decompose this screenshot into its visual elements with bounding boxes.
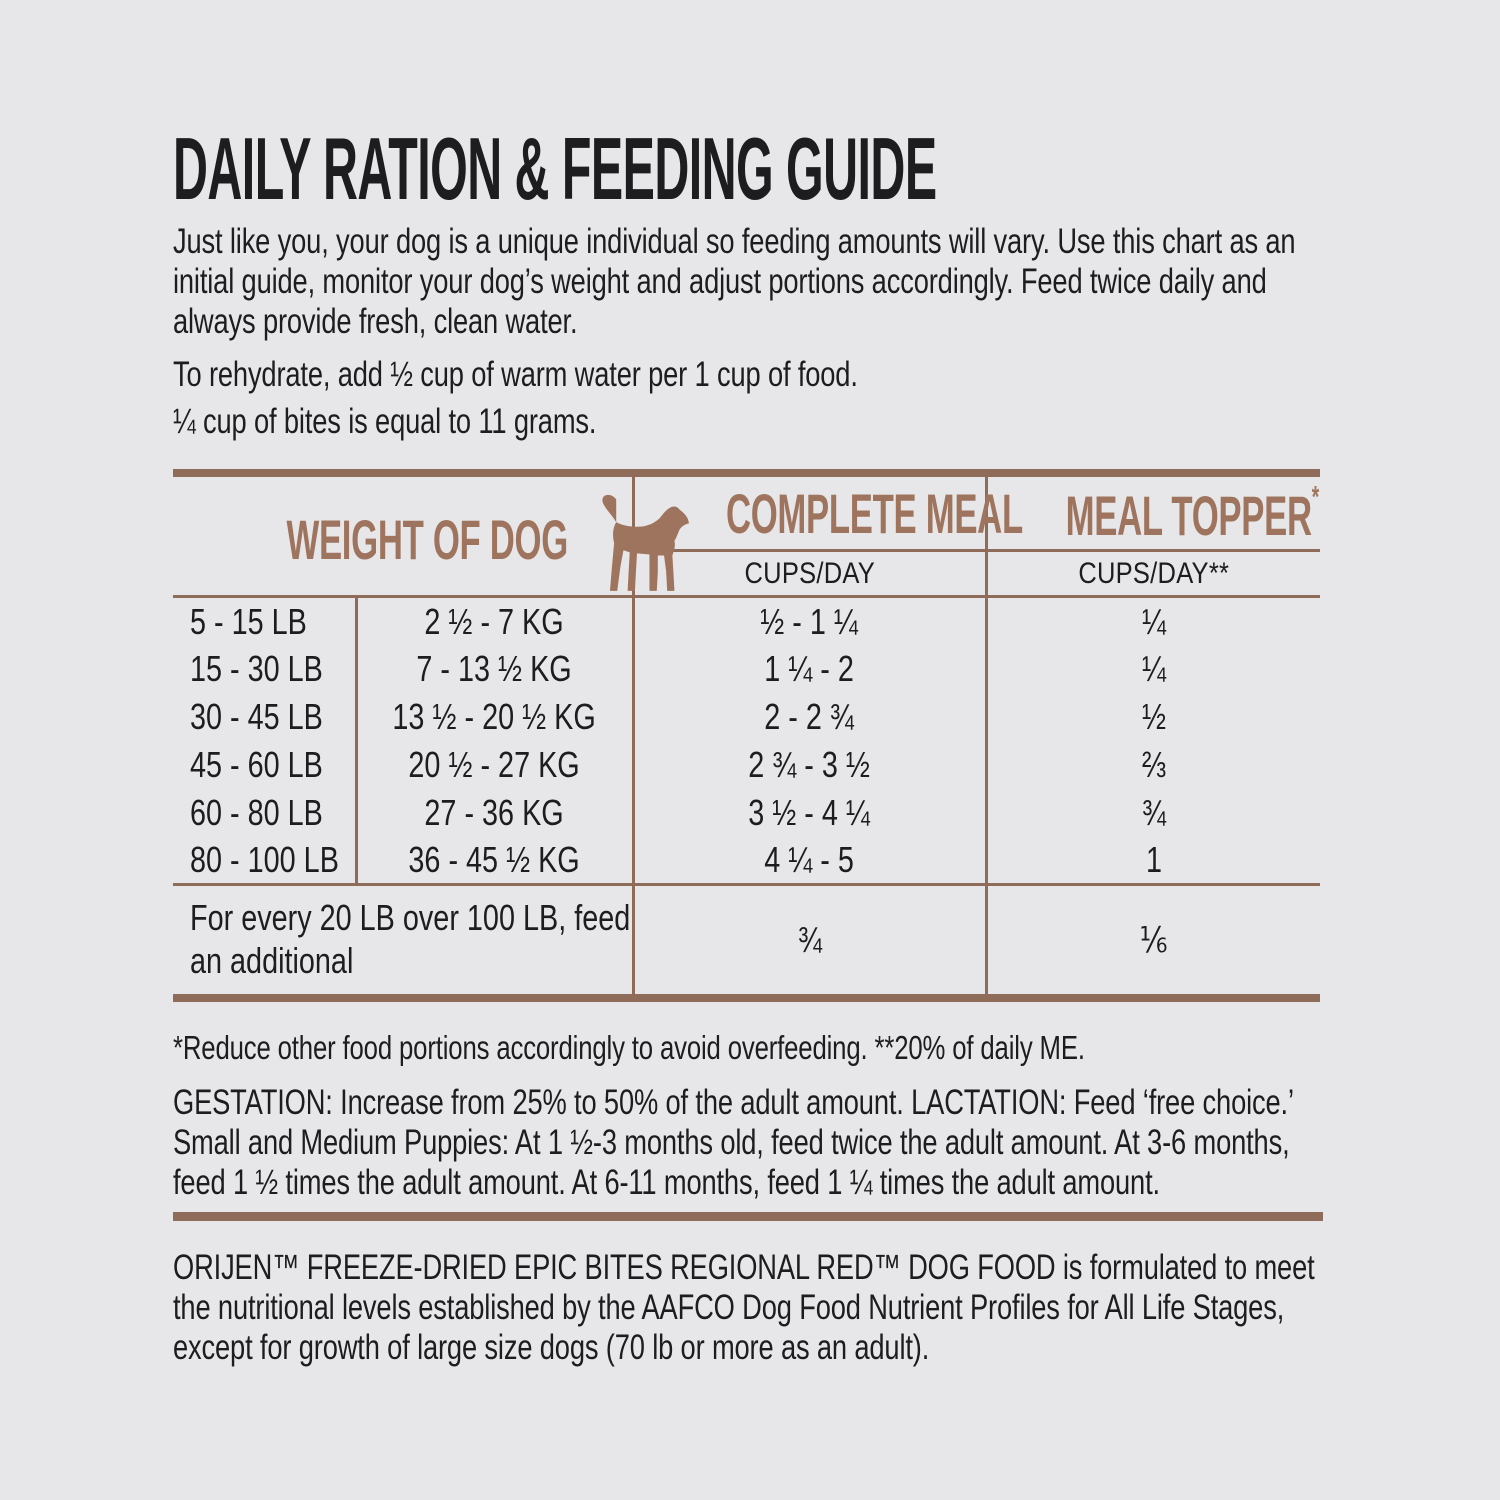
- table-row: 5 - 15 LB 2 ½ - 7 KG ½ - 1 ¼ ¼: [173, 596, 1320, 645]
- meal-topper-cell: ¼: [1141, 647, 1166, 689]
- weight-lb-cell: 15 - 30 LB: [173, 644, 358, 693]
- table-row: 15 - 30 LB 7 - 13 ½ KG 1 ¼ - 2 ¼: [173, 644, 1320, 693]
- weight-kg-cell: 7 - 13 ½ KG: [356, 644, 635, 693]
- complete-meal-cell: 1 ¼ - 2: [633, 644, 988, 693]
- feeding-table: WEIGHT OF DOG COMPLETE MEAL MEAL TOPPER*…: [173, 468, 1321, 1003]
- extra-meal-topper-cell: ⅙: [986, 883, 1321, 999]
- extra-complete-meal-cell: ¾: [633, 883, 988, 999]
- feeding-guide-panel: DAILY RATION & FEEDING GUIDE Just like y…: [173, 119, 1325, 1368]
- weight-of-dog-header: WEIGHT OF DOG: [173, 472, 690, 599]
- complete-meal-cell: 2 - 2 ¾: [633, 692, 988, 741]
- table-footnote: *Reduce other food portions accordingly …: [173, 1029, 1085, 1067]
- meal-topper-units: CUPS/DAY**: [986, 550, 1321, 599]
- meal-topper-cell: ⅔: [1141, 743, 1166, 785]
- extra-row-label-cell: For every 20 LB over 100 LB, feed an add…: [173, 883, 635, 999]
- complete-meal-header: COMPLETE MEAL: [633, 472, 1023, 553]
- table-row: 80 - 100 LB 36 - 45 ½ KG 4 ¼ - 5 1: [173, 836, 1320, 885]
- gestation-lactation-note: GESTATION: Increase from 25% to 50% of t…: [173, 1083, 1293, 1203]
- intro-paragraph: Just like you, your dog is a unique indi…: [173, 221, 1296, 341]
- complete-meal-cell: 2 ¾ - 3 ½: [633, 740, 988, 789]
- table-extra-row: For every 20 LB over 100 LB, feed an add…: [173, 883, 1321, 999]
- table-row: 60 - 80 LB 27 - 36 KG 3 ½ - 4 ¼ ¾: [173, 788, 1320, 837]
- table-subheader-row: CUPS/DAY CUPS/DAY**: [173, 550, 1321, 599]
- page-title: DAILY RATION & FEEDING GUIDE: [173, 119, 937, 218]
- meal-topper-cell: ¼: [1141, 600, 1166, 642]
- meal-topper-cell: ½: [1141, 695, 1166, 737]
- section-divider: [173, 1212, 1323, 1222]
- table-row: 30 - 45 LB 13 ½ - 20 ½ KG 2 - 2 ¾ ½: [173, 692, 1320, 741]
- weight-kg-cell: 2 ½ - 7 KG: [356, 596, 635, 645]
- table-header-row: WEIGHT OF DOG COMPLETE MEAL MEAL TOPPER*: [173, 472, 1321, 599]
- meal-topper-cell: 1: [1145, 839, 1162, 881]
- complete-meal-cell: 4 ¼ - 5: [633, 836, 988, 885]
- weight-lb-cell: 5 - 15 LB: [173, 596, 358, 645]
- weight-lb-cell: 80 - 100 LB: [173, 836, 358, 885]
- aafco-statement: ORIJEN™ FREEZE-DRIED EPIC BITES REGIONAL…: [173, 1248, 1315, 1368]
- weight-kg-cell: 36 - 45 ½ KG: [356, 836, 635, 885]
- meal-topper-asterisk: *: [1311, 478, 1319, 514]
- weight-lb-cell: 45 - 60 LB: [173, 740, 358, 789]
- weight-kg-cell: 27 - 36 KG: [356, 788, 635, 837]
- meal-topper-header: MEAL TOPPER*: [986, 472, 1321, 553]
- rehydrate-note: To rehydrate, add ½ cup of warm water pe…: [173, 354, 858, 394]
- weight-kg-cell: 13 ½ - 20 ½ KG: [356, 692, 635, 741]
- weight-kg-cell: 20 ½ - 27 KG: [356, 740, 635, 789]
- bites-note: ¼ cup of bites is equal to 11 grams.: [173, 401, 597, 441]
- weight-lb-cell: 60 - 80 LB: [173, 788, 358, 837]
- complete-meal-cell: ½ - 1 ¼: [633, 596, 988, 645]
- table-row: 45 - 60 LB 20 ½ - 27 KG 2 ¾ - 3 ½ ⅔: [173, 740, 1320, 789]
- weight-lb-cell: 30 - 45 LB: [173, 692, 358, 741]
- meal-topper-cell: ¾: [1141, 791, 1166, 833]
- complete-meal-units: CUPS/DAY: [633, 550, 988, 599]
- complete-meal-cell: 3 ½ - 4 ¼: [633, 788, 988, 837]
- weight-of-dog-label: WEIGHT OF DOG: [286, 507, 569, 571]
